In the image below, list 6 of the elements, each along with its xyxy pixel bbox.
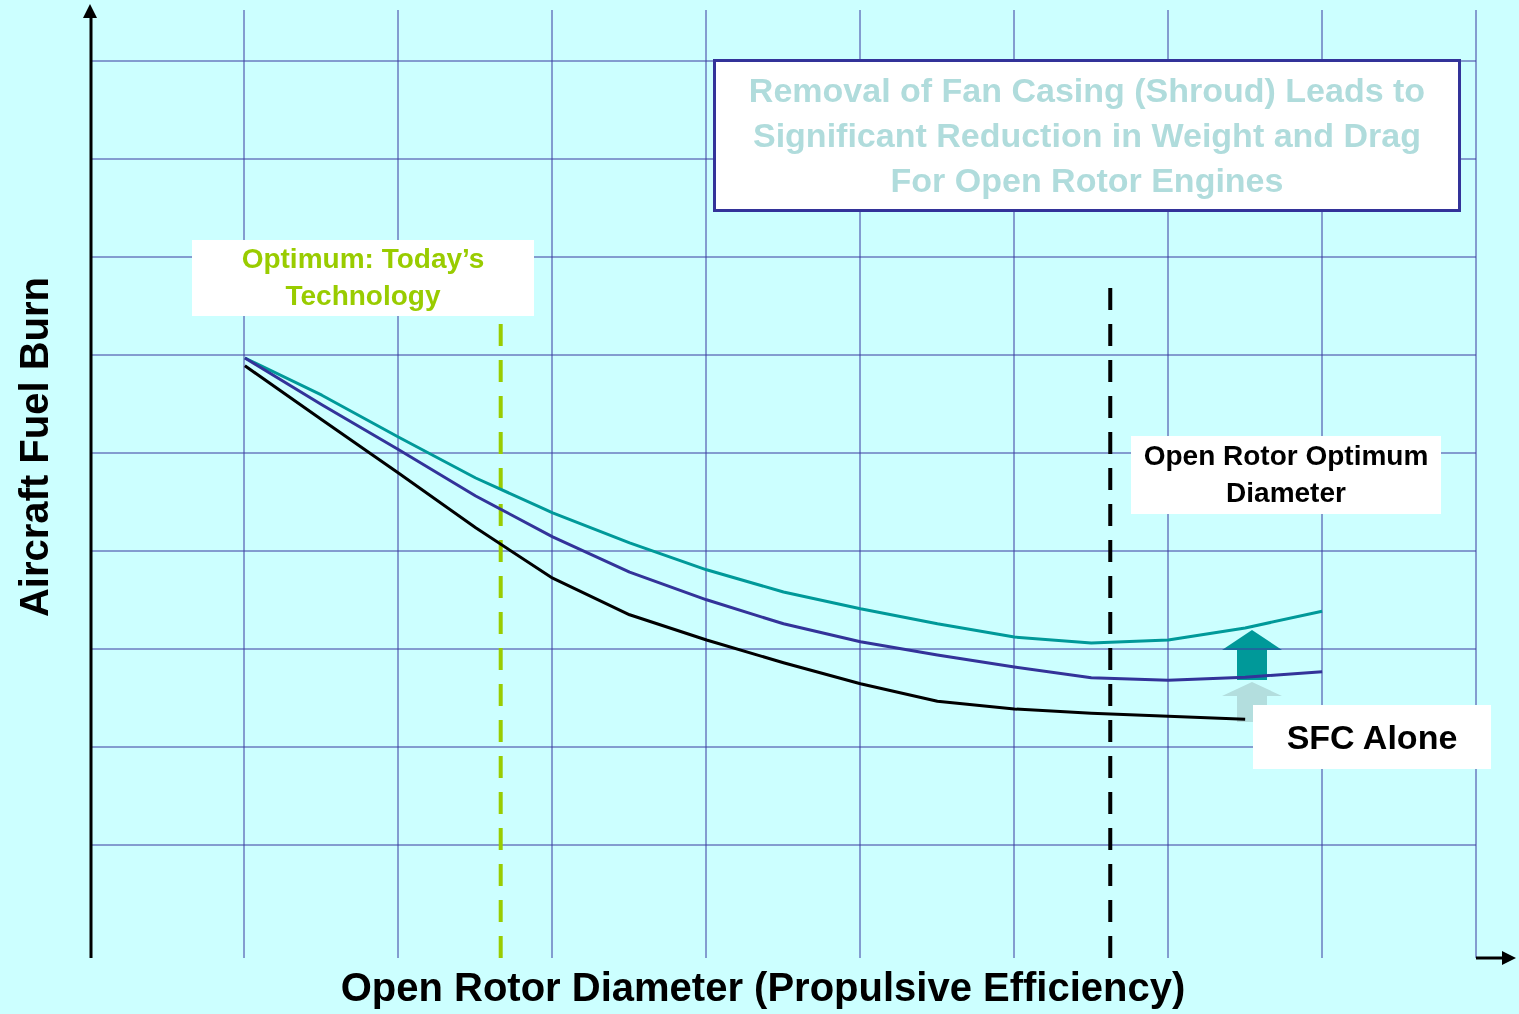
label-box: Optimum: Today’s Technology [192, 240, 534, 316]
x-axis-title: Open Rotor Diameter (Propulsive Efficiency) [339, 965, 1187, 1010]
series-label: SFC Alone [1253, 705, 1491, 770]
note-box: Removal of Fan Casing (Shroud) Leads to Significant Reduction in Weight and Drag For Open Rotor Engines [713, 59, 1461, 212]
y-axis-title: Aircraft Fuel Burn [11, 276, 57, 618]
label-box: Open Rotor Optimum Diameter [1131, 436, 1441, 514]
